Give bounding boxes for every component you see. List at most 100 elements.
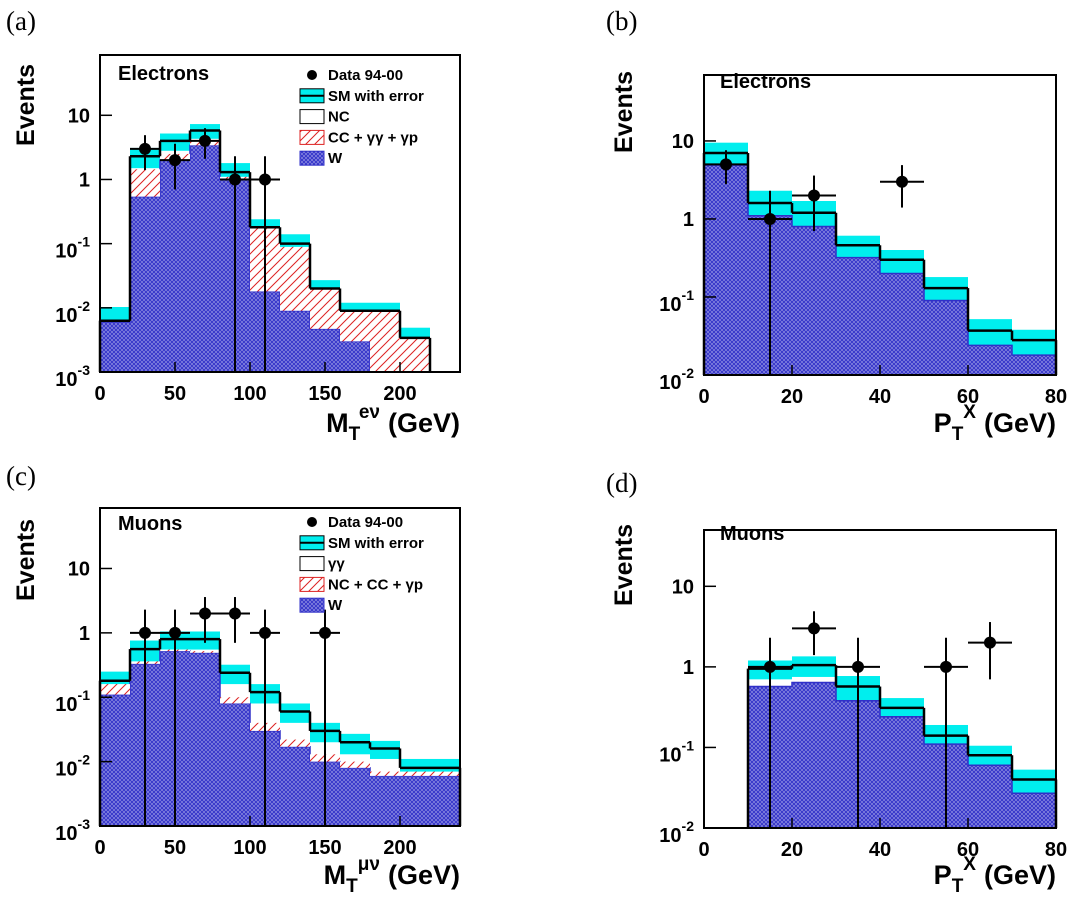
x-tick-label: 0: [698, 839, 709, 861]
y-tick-label: 10: [672, 576, 694, 598]
background-bar: [130, 169, 160, 197]
y-tick-label: 10-2: [55, 752, 90, 781]
x-label-sup: eν: [359, 402, 380, 423]
data-point: [319, 626, 331, 639]
background-bar: [340, 310, 370, 342]
w-bar: [792, 226, 836, 375]
x-tick-label: 100: [233, 383, 266, 405]
x-tick-label: 40: [869, 839, 891, 861]
x-tick-label: 60: [957, 839, 979, 861]
w-bar: [190, 652, 220, 826]
y-tick-label: 10-1: [55, 234, 90, 263]
data-point: [940, 660, 952, 673]
legend-label: W: [328, 150, 343, 167]
w-bar: [968, 345, 1012, 375]
x-tick-label: 50: [164, 383, 186, 405]
w-bar: [430, 775, 460, 826]
w-bar: [100, 322, 130, 372]
legend-label: W: [328, 597, 343, 614]
error-band: [880, 698, 924, 722]
y-tick-label: 1: [79, 169, 90, 191]
legend-swatch: [299, 576, 325, 592]
background-bar: [100, 684, 130, 695]
x-label-unit: (GeV): [984, 860, 1056, 890]
y-tick-label: 1: [79, 623, 90, 645]
x-label-sub: T: [952, 876, 964, 897]
x-tick-label: 0: [94, 837, 105, 859]
y-tick-label: 10: [68, 558, 90, 580]
x-tick-label: 20: [781, 386, 803, 408]
w-bar: [340, 767, 370, 826]
y-tick-label: 1: [683, 657, 694, 679]
error-band: [1012, 329, 1056, 356]
x-tick-label: 80: [1045, 386, 1067, 408]
panel-label: (a): [6, 6, 36, 36]
x-label-sub: T: [952, 424, 964, 445]
legend-swatch: [299, 150, 325, 166]
y-tick-label: 10-2: [659, 365, 694, 394]
x-label-sup: X: [963, 402, 976, 423]
background-bar: [220, 697, 250, 704]
w-bar: [1012, 355, 1056, 375]
x-label-sub: T: [346, 876, 358, 897]
panel-label: (d): [606, 468, 637, 498]
data-point: [139, 626, 151, 639]
error-band: [370, 740, 400, 759]
w-bar: [836, 257, 880, 375]
data-point: [199, 134, 211, 147]
w-bar: [400, 775, 430, 826]
error-band: [220, 664, 250, 685]
legend-swatch: [299, 109, 325, 125]
y-tick-label: 10-1: [659, 737, 694, 766]
x-tick-label: 20: [781, 839, 803, 861]
legend-label: SM with error: [328, 88, 424, 105]
legend-label: NC + CC + γp: [328, 576, 423, 593]
x-label-unit: (GeV): [984, 408, 1056, 438]
x-label-sup: X: [963, 854, 976, 875]
legend-swatch: [299, 129, 325, 145]
w-bar: [370, 775, 400, 826]
x-axis-label: PTX (GeV): [934, 402, 1056, 445]
panel-label: (b): [606, 6, 637, 36]
background-bar: [370, 771, 400, 776]
w-bar: [704, 165, 748, 375]
channel-label: Electrons: [118, 63, 209, 85]
w-bar: [880, 716, 924, 828]
y-axis-label: Events: [12, 519, 40, 601]
data-point: [229, 173, 241, 186]
w-bar: [280, 746, 310, 826]
legend-marker: [307, 517, 317, 527]
legend-label: CC + γγ + γp: [328, 129, 418, 146]
y-tick-label: 10-2: [659, 818, 694, 847]
background-bar: [340, 761, 370, 768]
data-point: [852, 660, 864, 673]
x-axis-label: MTμν (GeV): [324, 854, 460, 897]
y-tick-label: 10: [672, 131, 694, 153]
x-axis-label: PTX (GeV): [934, 854, 1056, 897]
error-band: [880, 250, 924, 274]
background-bar: [370, 310, 400, 372]
x-label-unit: (GeV): [388, 408, 460, 438]
x-tick-label: 80: [1045, 839, 1067, 861]
y-tick-label: 10-3: [55, 816, 90, 845]
x-tick-label: 50: [164, 837, 186, 859]
legend-label: γγ: [328, 556, 345, 573]
x-tick-label: 60: [957, 386, 979, 408]
x-label-main: P: [934, 408, 952, 438]
error-band: [340, 733, 370, 755]
data-point: [139, 142, 151, 155]
legend-label: SM with error: [328, 535, 424, 552]
error-band: [968, 745, 1012, 769]
y-tick-label: 1: [683, 209, 694, 231]
y-tick-label: 10-1: [659, 287, 694, 316]
w-bar: [1012, 793, 1056, 828]
w-bar: [280, 310, 310, 372]
error-band: [280, 703, 310, 723]
plot-frame: [99, 507, 461, 827]
channel-label: Muons: [118, 513, 182, 535]
y-axis-label: Events: [12, 64, 40, 146]
y-tick-label: 10-3: [55, 362, 90, 391]
x-label-sub: T: [349, 424, 361, 445]
x-tick-label: 40: [869, 386, 891, 408]
